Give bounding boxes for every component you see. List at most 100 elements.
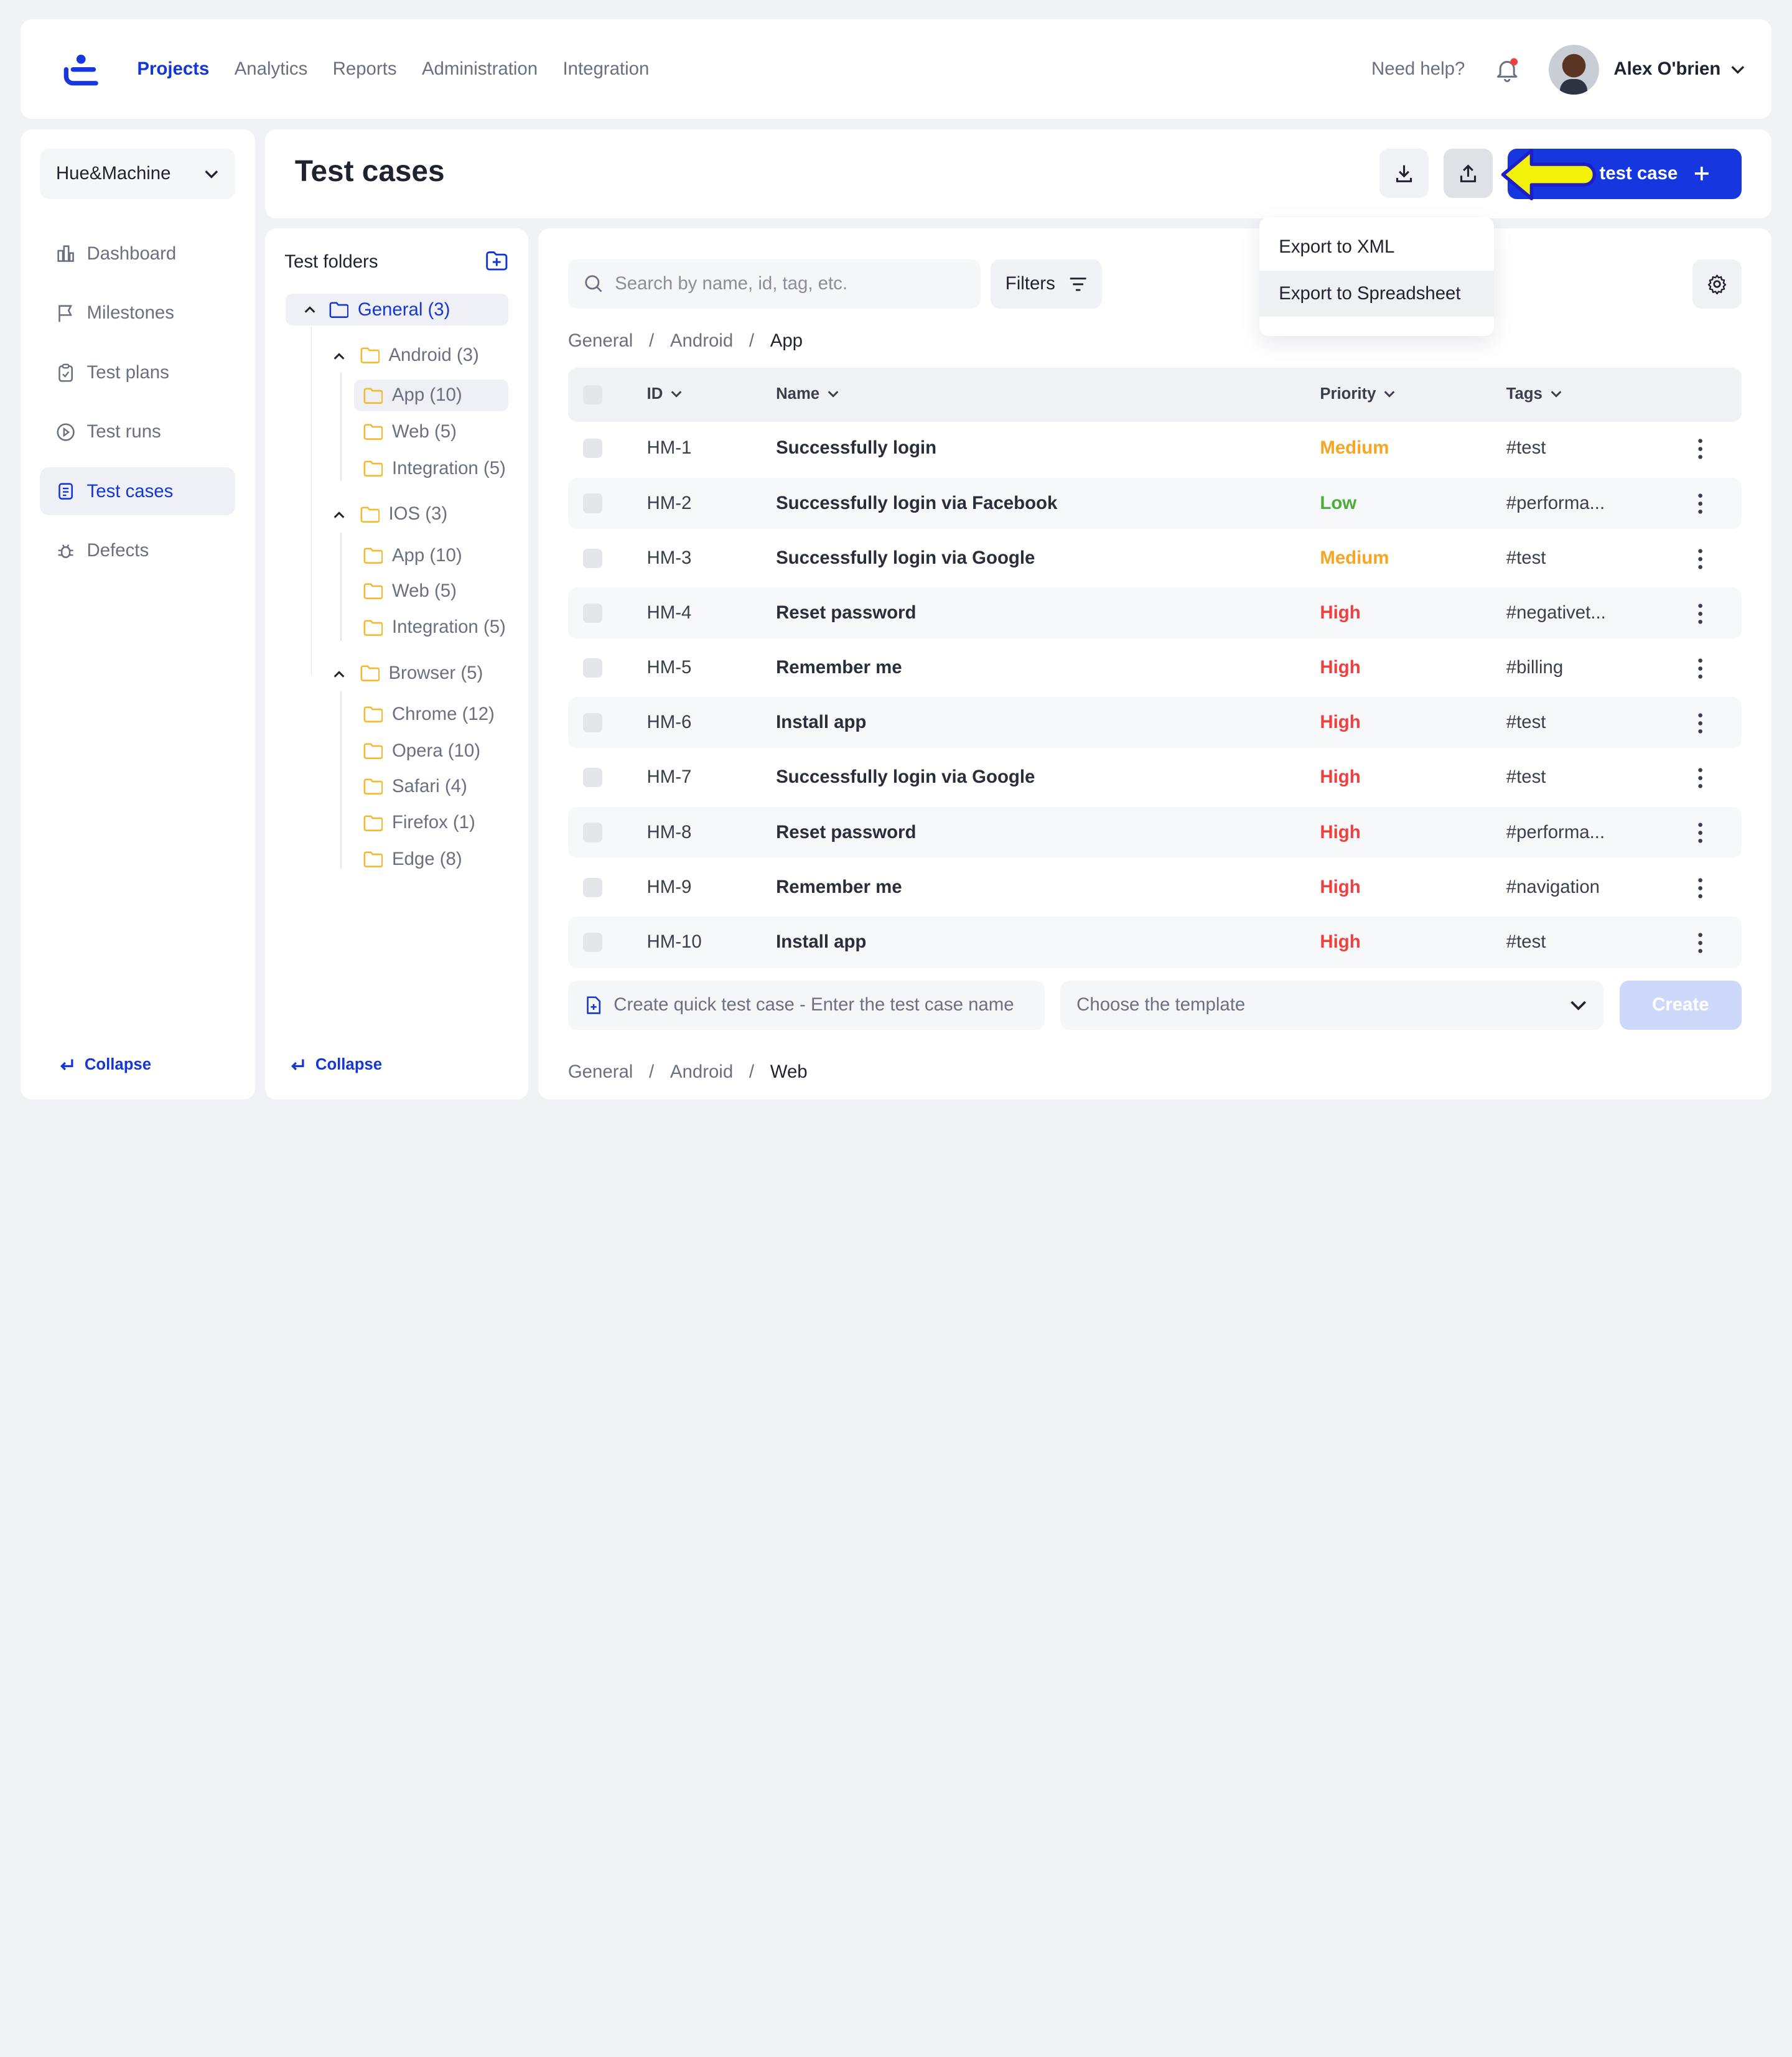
- more-options-icon[interactable]: [1698, 823, 1703, 844]
- row-checkbox[interactable]: [582, 658, 602, 678]
- folder-android-integration[interactable]: Integration (5): [354, 452, 515, 484]
- folder-android-web[interactable]: Web (5): [354, 416, 465, 448]
- breadcrumb-item[interactable]: General: [567, 1061, 633, 1083]
- folders-collapse-button[interactable]: Collapse: [288, 1056, 382, 1074]
- sidebar-item-defects[interactable]: Defects: [40, 527, 235, 575]
- row-name[interactable]: Successfully login: [776, 437, 937, 459]
- more-options-icon[interactable]: [1698, 877, 1703, 898]
- more-options-icon[interactable]: [1698, 658, 1703, 679]
- more-options-icon[interactable]: [1698, 768, 1703, 788]
- nav-reports[interactable]: Reports: [332, 58, 397, 80]
- row-checkbox[interactable]: [582, 603, 602, 623]
- table-row[interactable]: HM-4 Reset password High #negativet...: [567, 587, 1742, 639]
- nav-projects[interactable]: Projects: [137, 58, 210, 80]
- row-checkbox[interactable]: [582, 932, 602, 952]
- folder-ios-web[interactable]: Web (5): [354, 575, 465, 607]
- breadcrumb-item[interactable]: General: [567, 330, 633, 351]
- chevron-up-icon[interactable]: [303, 303, 317, 317]
- row-name[interactable]: Remember me: [776, 657, 902, 678]
- row-checkbox[interactable]: [582, 877, 602, 897]
- app-logo-icon[interactable]: [62, 54, 100, 86]
- table-row[interactable]: HM-6 Install app High #test: [567, 697, 1742, 749]
- column-id[interactable]: ID: [647, 385, 684, 403]
- table-row[interactable]: HM-10 Install app High #test: [567, 917, 1742, 968]
- sidebar-item-test-plans[interactable]: Test plans: [40, 348, 235, 396]
- table-row[interactable]: HM-8 Reset password High #performa...: [567, 806, 1742, 859]
- table-row[interactable]: HM-5 Remember me High #billing: [568, 642, 1742, 694]
- row-checkbox[interactable]: [582, 823, 602, 842]
- create-button[interactable]: Create: [1619, 980, 1742, 1030]
- import-button[interactable]: [1379, 148, 1429, 198]
- row-checkbox[interactable]: [582, 548, 602, 568]
- more-options-icon[interactable]: [1698, 933, 1703, 953]
- nav-administration[interactable]: Administration: [421, 58, 538, 80]
- more-options-icon[interactable]: [1698, 548, 1703, 569]
- user-menu[interactable]: Alex O'brien: [1613, 58, 1745, 80]
- folder-android[interactable]: Android (3): [351, 339, 488, 371]
- nav-analytics[interactable]: Analytics: [234, 58, 308, 80]
- add-folder-icon[interactable]: [485, 249, 509, 273]
- avatar[interactable]: [1548, 44, 1599, 95]
- row-checkbox[interactable]: [582, 768, 602, 788]
- notification-bell-icon[interactable]: [1495, 57, 1519, 82]
- more-options-icon[interactable]: [1698, 439, 1703, 459]
- search-input[interactable]: Search by name, id, tag, etc.: [567, 259, 981, 309]
- row-checkbox[interactable]: [582, 713, 602, 733]
- project-selector[interactable]: Hue&Machine: [40, 148, 236, 199]
- menu-item-export-xml[interactable]: Export to XML: [1279, 236, 1395, 257]
- chevron-up-icon[interactable]: [332, 350, 346, 363]
- export-button[interactable]: [1443, 148, 1493, 198]
- chevron-up-icon[interactable]: [332, 668, 346, 681]
- folder-browser[interactable]: Browser (5): [351, 657, 492, 689]
- row-checkbox[interactable]: [582, 493, 602, 513]
- menu-item-export-spreadsheet[interactable]: Export to Spreadsheet: [1259, 271, 1494, 317]
- row-name[interactable]: Successfully login via Google: [776, 547, 1035, 568]
- folder-ios-integration[interactable]: Integration (5): [354, 612, 515, 643]
- sidebar-item-test-runs[interactable]: Test runs: [40, 408, 235, 456]
- quick-test-case-input[interactable]: Create quick test case - Enter the test …: [567, 980, 1045, 1030]
- table-row[interactable]: HM-1 Successfully login Medium #test: [568, 423, 1742, 475]
- nav-integration[interactable]: Integration: [562, 58, 650, 80]
- template-select[interactable]: Choose the template: [1060, 980, 1603, 1030]
- breadcrumb-item[interactable]: Android: [670, 330, 734, 351]
- folder-opera[interactable]: Opera (10): [354, 735, 489, 767]
- row-name[interactable]: Install app: [776, 931, 867, 952]
- row-name[interactable]: Install app: [776, 712, 867, 733]
- folder-ios[interactable]: IOS (3): [351, 498, 457, 530]
- folder-safari[interactable]: Safari (4): [354, 770, 476, 802]
- help-link[interactable]: Need help?: [1371, 58, 1465, 79]
- chevron-up-icon[interactable]: [332, 508, 346, 522]
- column-name[interactable]: Name: [776, 385, 840, 403]
- table-row[interactable]: HM-3 Successfully login via Google Medium #…: [568, 533, 1742, 584]
- column-priority[interactable]: Priority: [1320, 385, 1396, 403]
- breadcrumb-item[interactable]: Android: [670, 1061, 734, 1083]
- sidebar-item-milestones[interactable]: Milestones: [40, 289, 235, 337]
- row-name[interactable]: Successfully login via Facebook: [776, 492, 1058, 513]
- settings-button[interactable]: [1692, 259, 1742, 309]
- folder-edge[interactable]: Edge (8): [354, 843, 471, 875]
- more-options-icon[interactable]: [1698, 604, 1703, 624]
- column-tags[interactable]: Tags: [1506, 385, 1563, 403]
- folder-general[interactable]: General (3): [286, 294, 509, 326]
- template-placeholder: Choose the template: [1076, 994, 1246, 1015]
- sidebar-item-dashboard[interactable]: Dashboard: [40, 230, 235, 278]
- row-name[interactable]: Reset password: [776, 602, 917, 623]
- more-options-icon[interactable]: [1698, 713, 1703, 734]
- filters-button[interactable]: Filters: [991, 259, 1102, 309]
- row-name[interactable]: Successfully login via Google: [776, 767, 1035, 788]
- row-checkbox[interactable]: [582, 439, 602, 459]
- row-name[interactable]: Reset password: [776, 821, 917, 842]
- folder-chrome[interactable]: Chrome (12): [354, 698, 503, 730]
- folder-firefox[interactable]: Firefox (1): [354, 807, 484, 839]
- sidebar-item-test-cases[interactable]: Test cases: [40, 467, 236, 516]
- table-row[interactable]: HM-7 Successfully login via Google High #te…: [568, 752, 1742, 804]
- table-row[interactable]: HM-2 Successfully login via Facebook Low #p…: [567, 477, 1742, 529]
- row-name[interactable]: Remember me: [776, 876, 902, 897]
- table-row[interactable]: HM-9 Remember me High #navigation: [568, 862, 1742, 913]
- select-all-checkbox[interactable]: [582, 385, 602, 405]
- more-options-icon[interactable]: [1698, 493, 1703, 515]
- folder-ios-app[interactable]: App (10): [354, 539, 471, 571]
- row-id: HM-7: [646, 767, 692, 788]
- folder-android-app[interactable]: App (10): [354, 379, 509, 412]
- sidebar-collapse-button[interactable]: Collapse: [57, 1056, 151, 1074]
